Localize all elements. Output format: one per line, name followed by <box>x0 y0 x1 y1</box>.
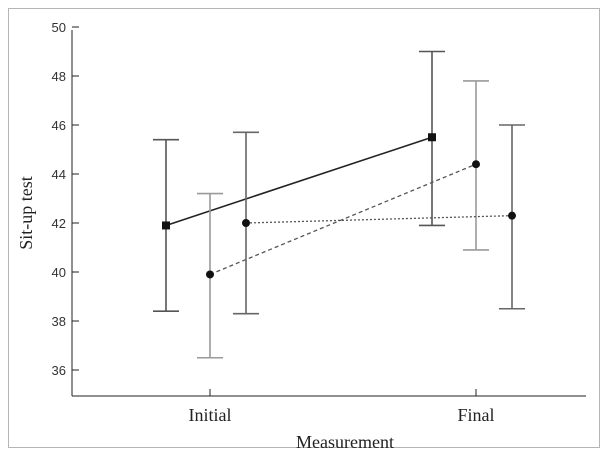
series-2 <box>197 80 489 359</box>
x-ticks: Initial Final <box>189 389 495 425</box>
y-tick-label: 40 <box>52 265 66 280</box>
y-tick-label: 46 <box>52 118 66 133</box>
y-ticks: 36 38 40 42 44 46 48 50 <box>52 20 79 378</box>
data-point-circle <box>242 219 250 227</box>
y-axis-title: Sit-up test <box>16 176 36 250</box>
x-axis-title: Measurement <box>296 432 394 452</box>
x-tick-label: Final <box>457 405 494 425</box>
data-point-circle <box>472 160 480 169</box>
chart-frame <box>8 8 600 448</box>
y-tick-label: 44 <box>52 167 66 182</box>
y-tick-label: 38 <box>52 314 66 329</box>
axes <box>71 30 586 397</box>
data-point-circle <box>206 270 214 279</box>
series-line <box>245 215 513 224</box>
series-line <box>209 163 477 276</box>
data-point-square <box>162 221 170 230</box>
y-tick-label: 42 <box>52 216 66 231</box>
data-point-circle <box>508 211 516 220</box>
y-tick-label: 50 <box>52 20 66 35</box>
series-layer <box>153 50 525 359</box>
y-tick-label: 36 <box>52 363 66 378</box>
x-tick-label: Initial <box>189 405 232 425</box>
y-tick-label: 48 <box>52 69 66 84</box>
series-3 <box>233 124 525 315</box>
series-line <box>165 136 433 227</box>
data-point-square <box>428 133 436 142</box>
series-1 <box>153 50 445 313</box>
